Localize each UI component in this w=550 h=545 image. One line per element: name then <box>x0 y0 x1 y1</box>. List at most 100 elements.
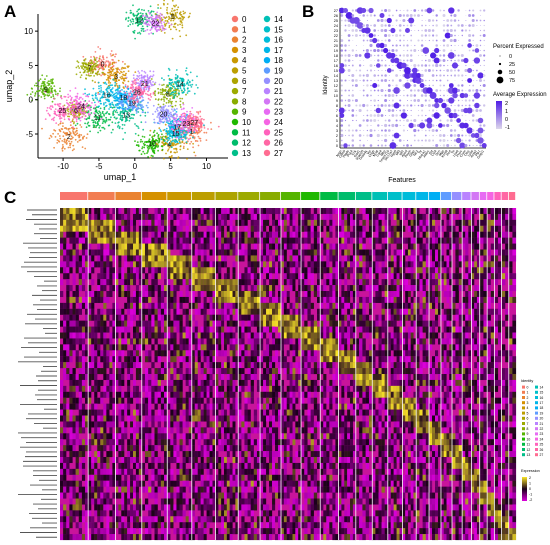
heatmap-group-18 <box>429 192 441 200</box>
heatmap-group-8 <box>260 192 281 200</box>
heatmap-legend-4: 4 <box>522 406 529 410</box>
umap-legend-12: 12 <box>231 139 251 148</box>
umap-legend-8: 8 <box>231 97 247 106</box>
dot-plot: NrgnCldn5PtgdsPcp4CckGad1Snap25Tmsb4xVip… <box>323 7 547 184</box>
svg-text:17: 17 <box>274 46 283 55</box>
heatmap-block-7 <box>238 208 261 541</box>
heatmap: Identity Expression 01234567891011121314… <box>18 192 543 541</box>
umap-label-1: 1 <box>189 129 193 136</box>
svg-text:13: 13 <box>242 149 251 158</box>
heatmap-group-25 <box>494 192 501 200</box>
heatmap-legend-18: 18 <box>535 406 543 410</box>
percent-legend-value: 50 <box>509 70 515 76</box>
dot-identity-label: 19 <box>334 49 338 53</box>
umap-label-14: 14 <box>176 81 184 88</box>
umap-label-22: 22 <box>152 20 160 27</box>
heatmap-group-7 <box>238 192 260 200</box>
expression-legend-tick: 1 <box>529 482 531 486</box>
dot-identity-label: 13 <box>334 79 338 83</box>
heatmap-legend-2: 2 <box>522 396 529 400</box>
panel-a-letter: A <box>4 2 17 21</box>
svg-text:23: 23 <box>274 108 283 117</box>
umap-legend-20: 20 <box>263 77 283 86</box>
dot-identity-label: 16 <box>334 64 338 68</box>
dot-feature-label: Plp1 <box>474 149 481 157</box>
umap-cluster-26 <box>119 78 155 107</box>
umap-cluster-12 <box>124 4 161 40</box>
heatmap-block-13 <box>355 208 373 541</box>
heatmap-legend-10: 10 <box>522 437 530 441</box>
umap-legend-11: 11 <box>231 128 251 137</box>
panel-b-letter: B <box>302 2 315 21</box>
dot-feature-label: Sst <box>428 149 434 155</box>
dot-identity-label: 6 <box>336 114 338 118</box>
umap-legend-25: 25 <box>263 128 283 137</box>
svg-text:24: 24 <box>274 118 283 127</box>
dot-feature-label: Cck <box>351 149 358 156</box>
heatmap-group-15 <box>387 192 402 200</box>
svg-text:8: 8 <box>242 97 247 106</box>
dot-feature-label: Pcp4 <box>346 149 354 158</box>
dot-identity-label: 20 <box>334 44 338 48</box>
percent-legend-value: 75 <box>509 78 515 84</box>
expression-legend-tick: -1 <box>529 493 532 497</box>
heatmap-group-10 <box>301 192 320 200</box>
heatmap-block-22 <box>471 208 480 541</box>
dot-feature-label: Ctss <box>463 149 470 157</box>
dot-identity-label: 26 <box>334 14 338 18</box>
dot-feature-label: Vip <box>366 149 372 155</box>
dot-feature-label: Dcn <box>435 149 442 156</box>
heatmap-block-21 <box>462 208 472 541</box>
umap-label-16: 16 <box>103 92 111 99</box>
heatmap-group-1 <box>88 192 115 200</box>
heatmap-block-17 <box>416 208 430 541</box>
umap-label-4: 4 <box>167 142 171 149</box>
umap-cluster-7 <box>75 57 104 82</box>
umap-xlabel: umap_1 <box>104 172 137 182</box>
umap-legend-15: 15 <box>263 25 283 34</box>
avg-legend-tick: 0 <box>505 117 508 123</box>
dot-feature-label: Ttr <box>417 149 423 155</box>
dot-identity-label: 15 <box>334 69 338 73</box>
heatmap-group-27 <box>508 192 516 200</box>
heatmap-group-21 <box>462 192 471 200</box>
heatmap-group-16 <box>402 192 416 200</box>
umap-label-25: 25 <box>58 108 66 115</box>
dot-feature-label: Acta2 <box>470 149 478 158</box>
heatmap-group-0 <box>60 192 88 200</box>
svg-text:25: 25 <box>274 128 283 137</box>
umap-legend-22: 22 <box>263 97 283 106</box>
umap-cluster-10 <box>134 129 167 158</box>
umap-legend-18: 18 <box>263 56 283 65</box>
dot-identity-label: 9 <box>336 99 338 103</box>
heatmap-legend-27: 27 <box>535 453 543 457</box>
heatmap-legend-1: 1 <box>522 391 529 395</box>
dot-identity-label: 17 <box>334 59 338 63</box>
heatmap-legend-25: 25 <box>535 443 543 447</box>
umap-label-11: 11 <box>94 115 101 122</box>
svg-text:26: 26 <box>274 139 283 148</box>
heatmap-block-25 <box>494 208 502 541</box>
heatmap-block-23 <box>479 208 488 541</box>
heatmap-block-14 <box>372 208 388 541</box>
dot-identity-label: 3 <box>336 129 338 133</box>
umap-label-10: 10 <box>148 141 156 148</box>
umap-label-23: 23 <box>183 121 191 128</box>
dot-feature-label: Crym <box>459 149 467 158</box>
dot-feature-label: Th <box>450 149 456 155</box>
umap-ytick: 10 <box>24 27 33 36</box>
svg-text:20: 20 <box>274 77 283 86</box>
dot-feature-label: Gad1 <box>353 149 361 158</box>
dot-feature-label: Gng11 <box>476 149 485 159</box>
umap-legend-14: 14 <box>263 15 283 24</box>
umap-legend-5: 5 <box>231 67 247 76</box>
svg-text:22: 22 <box>274 97 283 106</box>
heatmap-block-19 <box>440 208 453 541</box>
dot-feature-label: Chgb <box>368 149 376 158</box>
umap-label-26: 26 <box>133 90 141 97</box>
umap-label-13: 13 <box>122 112 130 119</box>
dot-identity-label: 21 <box>334 39 338 43</box>
svg-text:1: 1 <box>242 25 247 34</box>
avg-legend-tick: 1 <box>505 109 508 115</box>
avg-legend-tick: -1 <box>505 125 510 131</box>
